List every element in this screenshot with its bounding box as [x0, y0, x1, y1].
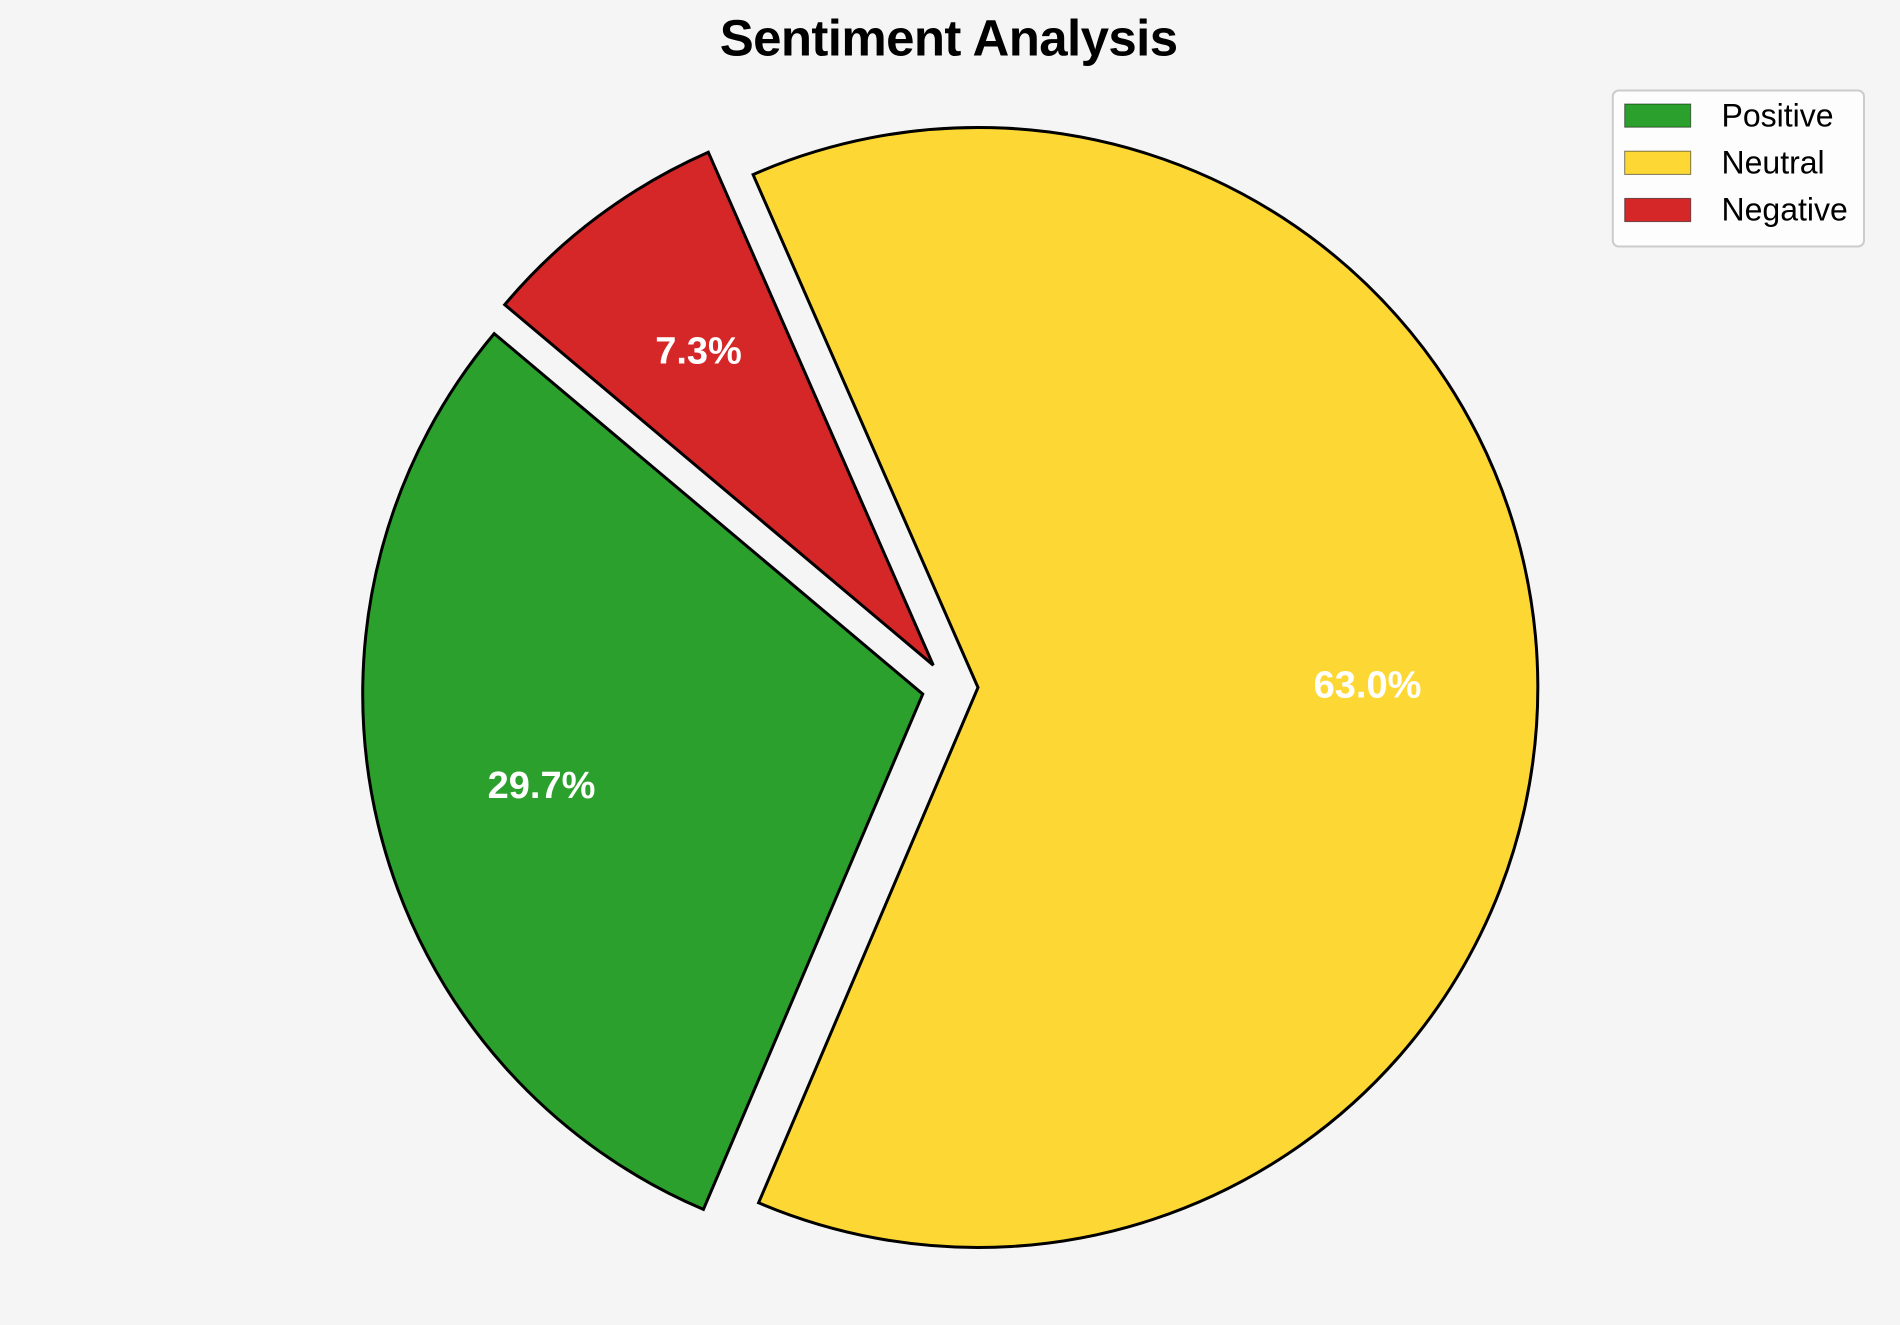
svg-text:Sentiment Analysis: Sentiment Analysis	[720, 10, 1178, 67]
svg-text:Negative: Negative	[1722, 192, 1848, 228]
svg-text:Positive: Positive	[1722, 97, 1834, 133]
svg-text:7.3%: 7.3%	[655, 331, 742, 373]
svg-text:63.0%: 63.0%	[1314, 665, 1422, 707]
svg-text:Neutral: Neutral	[1722, 145, 1825, 181]
svg-text:29.7%: 29.7%	[488, 765, 596, 807]
